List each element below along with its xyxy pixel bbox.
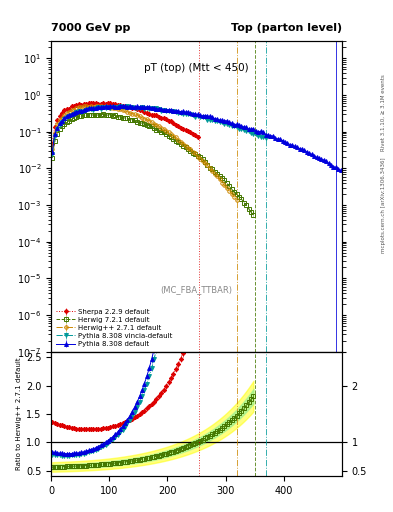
Text: (MC_FBA_TTBAR): (MC_FBA_TTBAR) (160, 285, 233, 294)
Text: Rivet 3.1.10, ≥ 3.1M events: Rivet 3.1.10, ≥ 3.1M events (381, 74, 386, 151)
Text: pT (top) (Mtt < 450): pT (top) (Mtt < 450) (144, 62, 249, 73)
Legend: Sherpa 2.2.9 default, Herwig 7.2.1 default, Herwig++ 2.7.1 default, Pythia 8.308: Sherpa 2.2.9 default, Herwig 7.2.1 defau… (55, 307, 174, 348)
Text: Top (parton level): Top (parton level) (231, 23, 342, 33)
Text: mcplots.cern.ch [arXiv:1306.3436]: mcplots.cern.ch [arXiv:1306.3436] (381, 157, 386, 252)
Y-axis label: Ratio to Herwig++ 2.7.1 default: Ratio to Herwig++ 2.7.1 default (16, 358, 22, 471)
Text: 7000 GeV pp: 7000 GeV pp (51, 23, 130, 33)
